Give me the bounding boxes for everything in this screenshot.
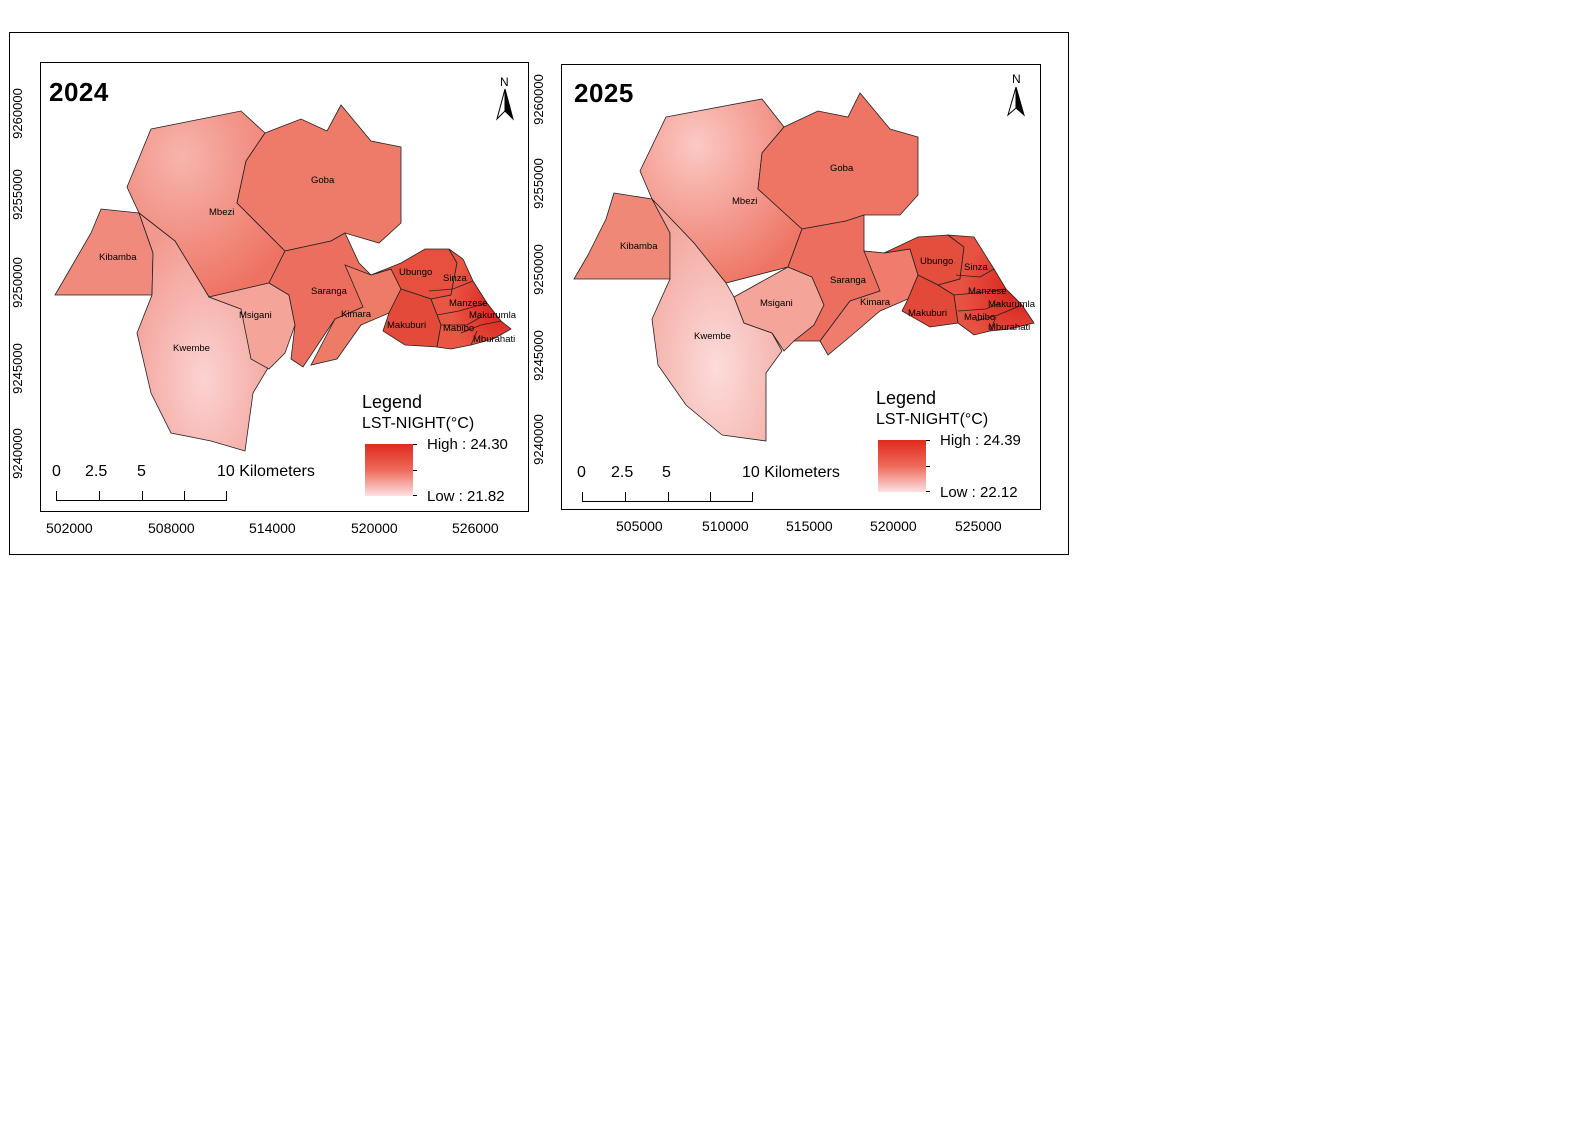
region-label-mabibo: Mabibo xyxy=(443,323,474,334)
region-label-mbezi: Mbezi xyxy=(209,207,234,218)
region-label-mbezi: Mbezi xyxy=(732,196,757,207)
north-arrow-icon xyxy=(496,88,506,121)
region-label-kwembe: Kwembe xyxy=(694,331,731,342)
y-tick-2024-2: 9250000 xyxy=(9,257,25,308)
legend-low: Low : 22.12 xyxy=(940,484,1018,501)
region-label-makuburi: Makuburi xyxy=(908,308,947,319)
north-arrow-icon xyxy=(1007,86,1017,117)
legend-color-ramp xyxy=(365,444,413,496)
y-tick-2024-4: 9240000 xyxy=(9,428,25,479)
scale-label-0: 0 xyxy=(52,463,61,480)
map-frame-2024: Kibamba Mbezi Goba Kwembe Msigani Sarang… xyxy=(40,62,529,512)
region-label-kimara: Kimara xyxy=(860,297,891,308)
region-label-makurumla: Makurumla xyxy=(988,299,1036,310)
north-label: N xyxy=(1012,72,1021,86)
x-tick-2024-4: 526000 xyxy=(452,520,499,536)
region-label-msigani: Msigani xyxy=(239,310,272,321)
region-label-saranga: Saranga xyxy=(830,275,867,286)
y-tick-2024-3: 9245000 xyxy=(9,343,25,394)
x-tick-2025-1: 510000 xyxy=(702,518,749,534)
north-label: N xyxy=(500,75,509,89)
y-tick-2024-0: 9260000 xyxy=(9,88,25,139)
region-label-ubungo: Ubungo xyxy=(399,267,432,278)
region-goba xyxy=(236,104,402,252)
region-label-manzese: Manzese xyxy=(968,286,1007,297)
scale-label-10-km: 10 Kilometers xyxy=(742,464,840,481)
x-tick-2024-3: 520000 xyxy=(351,520,398,536)
region-label-msigani: Msigani xyxy=(760,298,793,309)
map-2024-svg: Kibamba Mbezi Goba Kwembe Msigani Sarang… xyxy=(54,88,517,452)
region-label-goba: Goba xyxy=(311,175,335,186)
x-tick-2024-0: 502000 xyxy=(46,520,93,536)
region-label-kibamba: Kibamba xyxy=(99,252,137,263)
legend-subtitle: LST-NIGHT(°C) xyxy=(876,411,989,428)
y-tick-2025-1: 9255000 xyxy=(530,158,546,209)
region-label-mabibo: Mabibo xyxy=(964,312,995,323)
region-label-mburahati: Mburahati xyxy=(988,322,1030,333)
x-tick-2025-4: 525000 xyxy=(955,518,1002,534)
x-tick-2025-3: 520000 xyxy=(870,518,917,534)
region-label-ubungo: Ubungo xyxy=(920,256,953,267)
region-label-goba: Goba xyxy=(830,163,854,174)
y-tick-2025-3: 9245000 xyxy=(530,330,546,381)
scale-bar xyxy=(582,501,753,502)
map-year-2025: 2025 xyxy=(574,78,634,108)
scale-label-5: 5 xyxy=(662,464,671,481)
region-label-kwembe: Kwembe xyxy=(173,343,210,354)
y-tick-2025-4: 9240000 xyxy=(530,414,546,465)
region-goba xyxy=(757,92,919,230)
y-tick-2025-0: 9260000 xyxy=(530,74,546,125)
map-frame-2025: Kibamba Mbezi Goba Kwembe Msigani Sarang… xyxy=(561,64,1041,510)
region-label-makuburi: Makuburi xyxy=(387,320,426,331)
x-tick-2024-1: 508000 xyxy=(148,520,195,536)
region-label-manzese: Manzese xyxy=(449,298,488,309)
map-2025-svg: Kibamba Mbezi Goba Kwembe Msigani Sarang… xyxy=(573,86,1036,442)
scale-label-2-5: 2.5 xyxy=(85,463,108,480)
figure-outer-frame xyxy=(9,32,1069,555)
y-tick-2024-1: 9255000 xyxy=(9,169,25,220)
scale-bar xyxy=(56,500,227,501)
y-tick-2025-2: 9250000 xyxy=(530,244,546,295)
legend-high: High : 24.30 xyxy=(427,436,508,453)
legend-low: Low : 21.82 xyxy=(427,488,505,505)
legend-title: Legend xyxy=(876,388,937,408)
region-label-saranga: Saranga xyxy=(311,286,348,297)
legend-high: High : 24.39 xyxy=(940,432,1021,449)
region-label-sinza: Sinza xyxy=(964,262,988,273)
x-tick-2025-2: 515000 xyxy=(786,518,833,534)
legend-title: Legend xyxy=(362,392,423,412)
x-tick-2024-2: 514000 xyxy=(249,520,296,536)
legend-subtitle: LST-NIGHT(°C) xyxy=(362,415,475,432)
scale-label-10-km: 10 Kilometers xyxy=(217,463,315,480)
region-label-sinza: Sinza xyxy=(443,273,467,284)
map-year-2024: 2024 xyxy=(49,77,109,107)
scale-label-2-5: 2.5 xyxy=(611,464,634,481)
scale-label-0: 0 xyxy=(577,464,586,481)
region-label-kimara: Kimara xyxy=(341,309,372,320)
region-label-makurumla: Makurumla xyxy=(469,310,517,321)
region-label-mburahati: Mburahati xyxy=(473,334,515,345)
region-kwembe xyxy=(651,198,783,442)
scale-label-5: 5 xyxy=(137,463,146,480)
legend-color-ramp xyxy=(878,440,926,492)
x-tick-2025-0: 505000 xyxy=(616,518,663,534)
region-label-kibamba: Kibamba xyxy=(620,241,658,252)
